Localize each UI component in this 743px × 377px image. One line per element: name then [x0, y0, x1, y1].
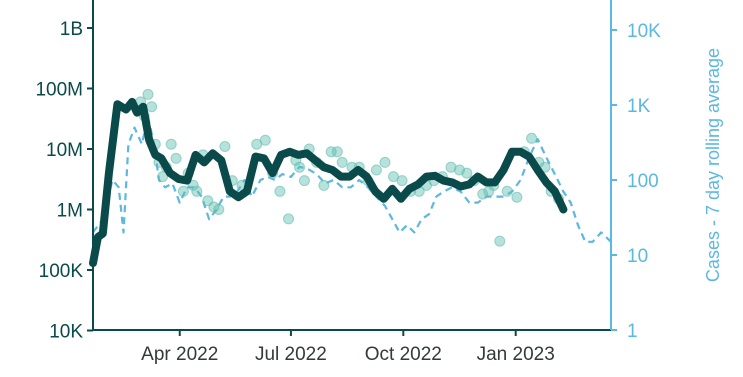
data-point — [477, 188, 489, 200]
y-tick-label: 10K — [49, 322, 83, 343]
x-tick-label: Apr 2022 — [141, 344, 218, 365]
data-point — [294, 161, 305, 173]
y-tick-label: 1B — [60, 19, 83, 40]
y-tick-label: 100K — [39, 261, 84, 282]
y2-tick-label: 10K — [627, 21, 661, 42]
data-point — [511, 191, 523, 203]
data-point — [501, 185, 513, 197]
data-point — [177, 185, 189, 197]
data-point — [191, 185, 203, 197]
series-main-line — [89, 97, 568, 268]
data-point — [494, 235, 506, 247]
x-tick-label: Jul 2022 — [255, 344, 327, 365]
data-point — [298, 175, 310, 187]
data-point — [165, 138, 177, 150]
y2-tick-label: 1K — [627, 96, 651, 117]
data-point — [379, 156, 391, 168]
data-point — [461, 167, 473, 179]
data-point — [325, 146, 337, 158]
data-point — [274, 185, 286, 197]
y-tick-label: 100M — [35, 80, 83, 101]
plot-area — [89, 88, 612, 268]
y2-tick-label: 10 — [627, 246, 648, 267]
data-point — [157, 171, 169, 183]
data-point — [526, 132, 538, 144]
data-point — [170, 152, 182, 164]
series-cases-rolling-average-line — [92, 115, 612, 243]
data-point — [259, 134, 271, 146]
data-point — [331, 146, 343, 158]
data-point — [396, 175, 408, 187]
data-point — [445, 161, 457, 173]
y-tick-label: 1M — [57, 201, 83, 222]
y2-axis-title: Cases - 7 day rolling average — [703, 48, 723, 282]
x-tick-label: Jan 2023 — [477, 344, 555, 365]
data-point — [318, 179, 330, 191]
y2-tick-label: 100 — [627, 171, 659, 192]
data-point — [213, 204, 225, 215]
data-point — [370, 164, 382, 176]
data-point — [187, 179, 199, 191]
data-point — [283, 213, 294, 225]
data-point — [336, 156, 348, 168]
axes: 10K 100K 1M 10M 100M 1B Apr 2022 Jul 2022 Oct 20… — [35, 0, 723, 365]
x-tick-label: Oct 2022 — [365, 344, 442, 365]
y-tick-label: 10M — [46, 140, 83, 161]
data-point — [142, 88, 154, 100]
data-point — [208, 201, 220, 213]
data-point — [219, 141, 231, 152]
data-point — [146, 101, 158, 113]
y2-tick-label: 1 — [627, 321, 638, 342]
